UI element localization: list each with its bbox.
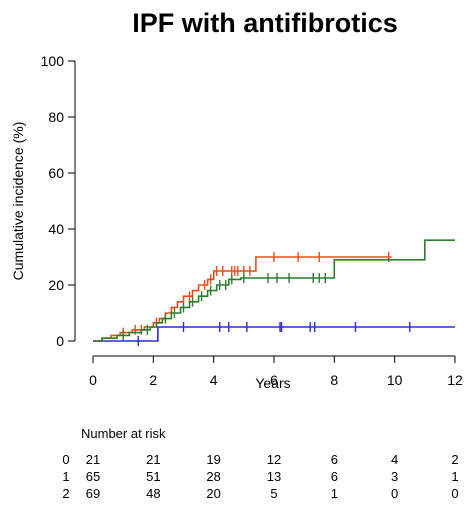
- x-tick-label: 4: [210, 372, 218, 388]
- y-tick-label: 60: [48, 165, 64, 181]
- y-axis-title: Cumulative incidence (%): [10, 122, 26, 281]
- risk-count: 1: [331, 486, 338, 501]
- x-ticks: 0 2 4 6 8 10 12: [89, 356, 463, 388]
- x-tick-label: 10: [387, 372, 403, 388]
- x-tick-label: 12: [447, 372, 463, 388]
- series-2-line: [93, 239, 455, 342]
- x-tick-label: 8: [330, 372, 338, 388]
- series-1-line: [93, 256, 392, 342]
- risk-count: 4: [391, 452, 398, 467]
- risk-count: 28: [206, 469, 220, 484]
- risk-count: 6: [331, 469, 338, 484]
- x-axis-title: Years: [255, 375, 290, 391]
- risk-count: 69: [86, 486, 100, 501]
- risk-count: 6: [331, 452, 338, 467]
- y-tick-label: 20: [48, 277, 64, 293]
- risk-count: 48: [146, 486, 160, 501]
- risk-count: 21: [86, 452, 100, 467]
- risk-table: 0 21 21 19 12 6 4 21 65 51 28 13 6 3 12 69 48 20 5 1 0 0: [62, 452, 458, 501]
- x-tick-label: 0: [89, 372, 97, 388]
- y-tick-label: 80: [48, 109, 64, 125]
- chart-title: IPF with antifibrotics: [132, 8, 398, 38]
- risk-count: 12: [267, 452, 281, 467]
- y-tick-label: 0: [56, 333, 64, 349]
- risk-table-title: Number at risk: [81, 426, 166, 441]
- risk-row-label: 2: [62, 486, 69, 501]
- series-group-1: [93, 252, 392, 342]
- risk-count: 0: [391, 486, 398, 501]
- risk-count: 19: [206, 452, 220, 467]
- x-tick-label: 6: [270, 372, 278, 388]
- risk-count: 2: [451, 452, 458, 467]
- risk-count: 51: [146, 469, 160, 484]
- series-group-0: [93, 322, 455, 346]
- risk-count: 3: [391, 469, 398, 484]
- x-tick-label: 2: [149, 372, 157, 388]
- risk-count: 1: [451, 469, 458, 484]
- series-0-line: [93, 326, 455, 342]
- risk-count: 5: [270, 486, 277, 501]
- series-group-2: [93, 239, 455, 342]
- y-tick-label: 40: [48, 221, 64, 237]
- risk-row-label: 0: [62, 452, 69, 467]
- risk-count: 65: [86, 469, 100, 484]
- risk-count: 13: [267, 469, 281, 484]
- y-ticks: 0 20 40 60 80 100: [41, 53, 75, 349]
- series-layer: [93, 239, 455, 346]
- risk-count: 0: [451, 486, 458, 501]
- risk-count: 21: [146, 452, 160, 467]
- y-tick-label: 100: [41, 53, 65, 69]
- risk-row-label: 1: [62, 469, 69, 484]
- axes: [74, 61, 455, 357]
- risk-count: 20: [206, 486, 220, 501]
